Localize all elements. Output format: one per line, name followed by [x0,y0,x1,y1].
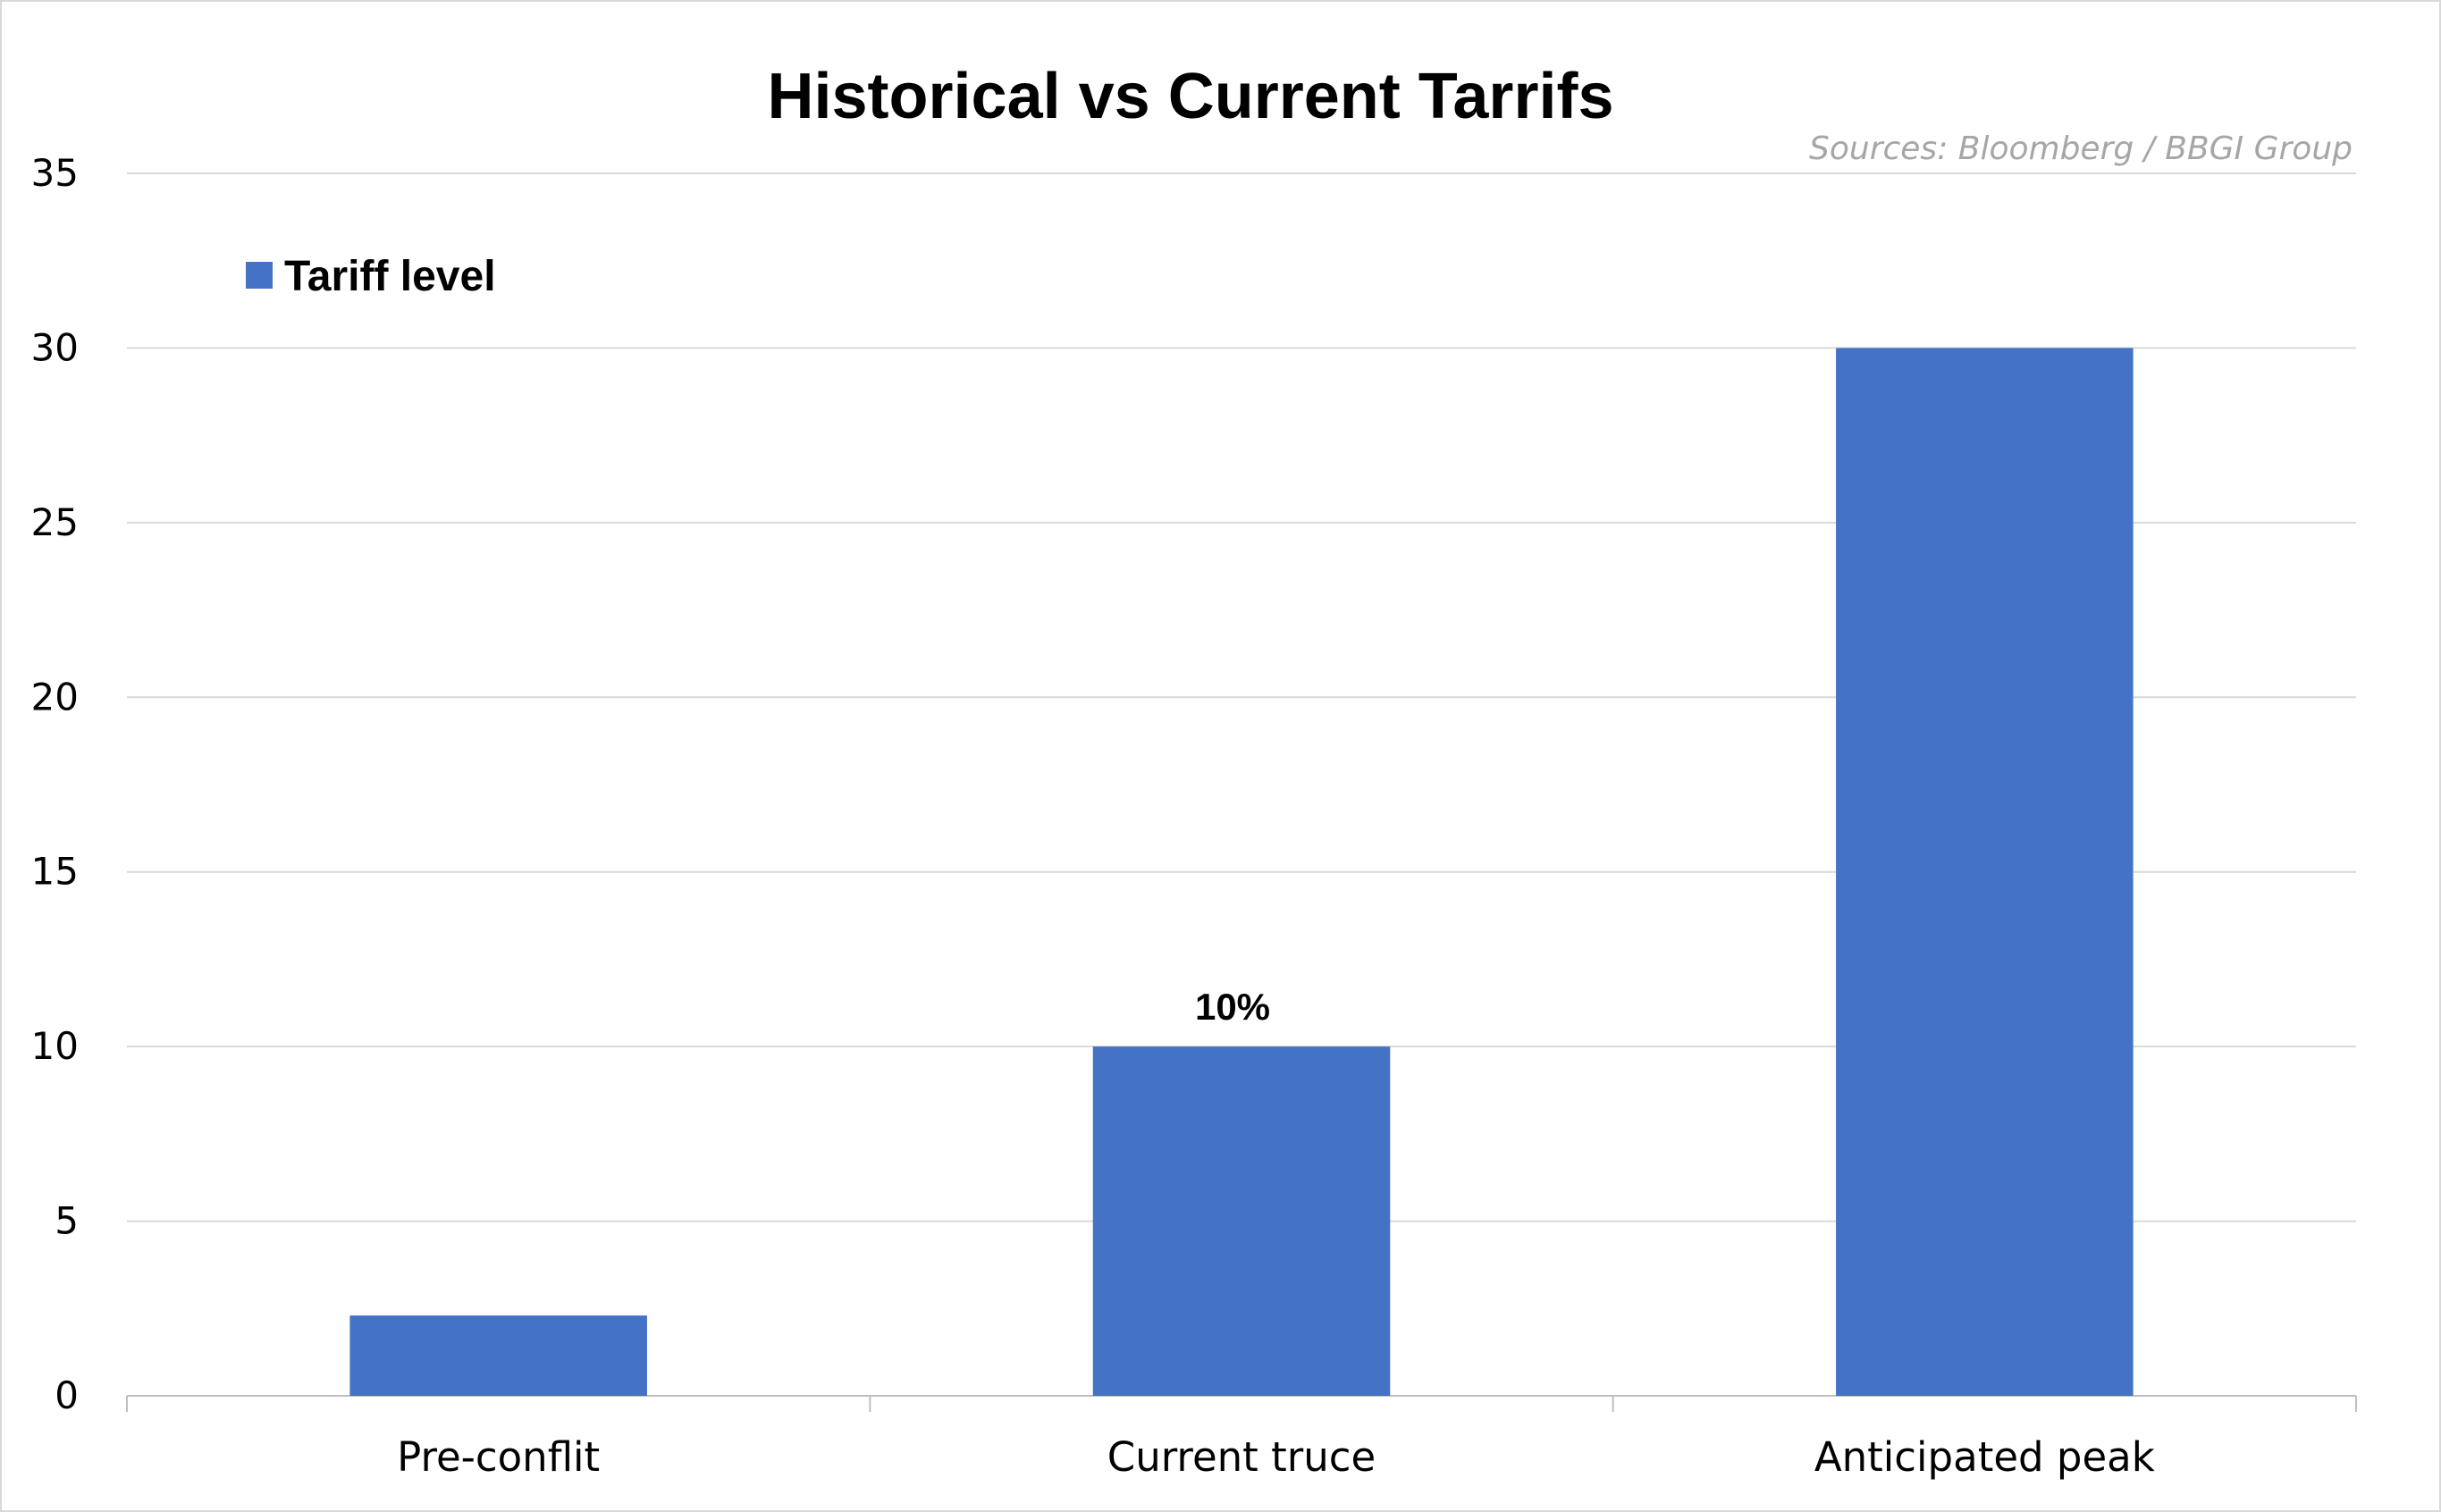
chart-title: Historical vs Current Tarrifs [768,61,1614,132]
bar [349,1315,647,1396]
y-tick-label: 0 [55,1373,79,1417]
x-tick-label: Pre-conflit [397,1433,600,1481]
chart-source: Sources: Bloomberg / BBGI Group [1809,130,2353,167]
x-tick-label: Current truce [1107,1433,1376,1481]
x-tick-label: Anticipated peak [1814,1433,2155,1481]
bar [1092,1046,1391,1396]
x-axis: Pre-conflit Current truce Anticipated peak [126,1395,2357,1481]
bar [1836,348,2134,1396]
y-axis: 0 5 10 15 20 25 30 35 [31,151,79,1417]
y-tick-label: 10 [31,1024,79,1068]
y-tick-label: 20 [31,675,79,718]
data-label: 10% [1195,986,1270,1028]
data-labels: 10% [1195,986,1270,1028]
bars [349,348,2134,1396]
y-tick-label: 5 [55,1199,79,1243]
legend-label: Tariff level [284,253,496,300]
y-tick-label: 30 [31,325,79,369]
y-tick-label: 25 [31,500,79,544]
legend: Tariff level [246,253,496,300]
y-tick-label: 15 [31,850,79,894]
y-tick-label: 35 [31,151,79,195]
legend-swatch [246,262,273,289]
